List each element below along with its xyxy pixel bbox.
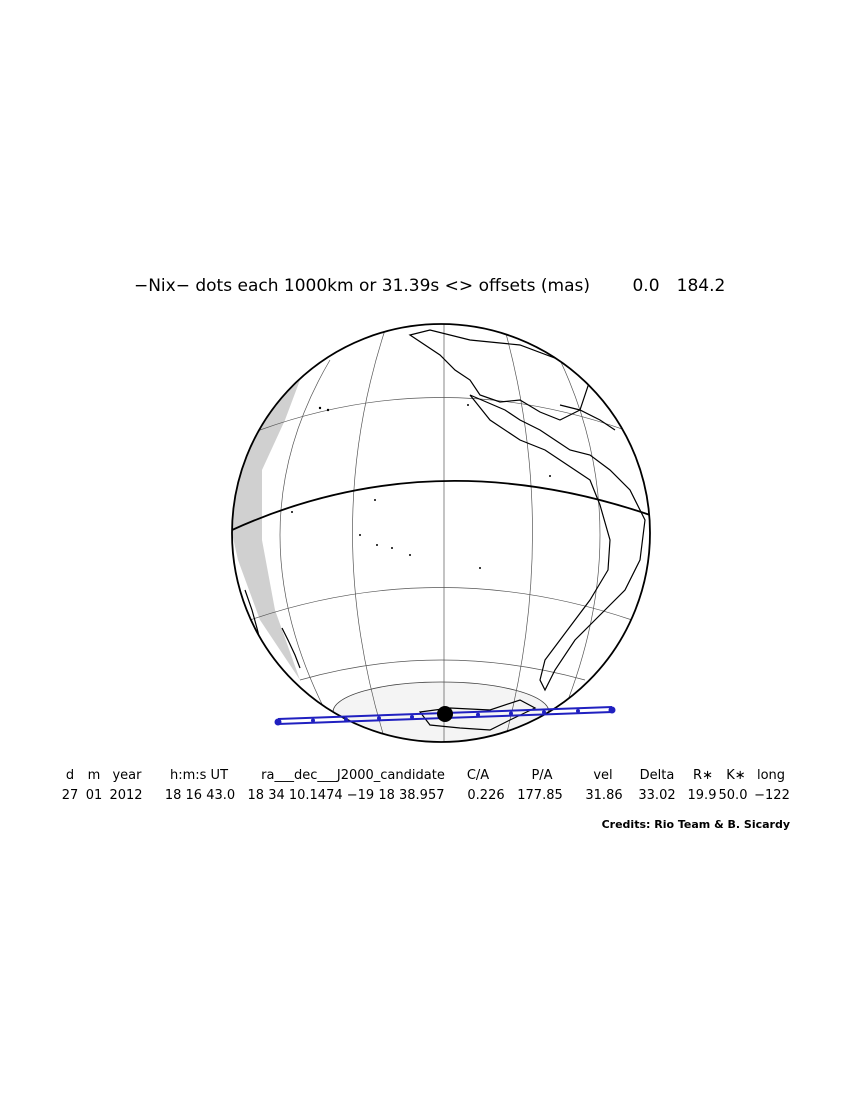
column-header: year — [112, 768, 142, 783]
column-header: m — [88, 768, 101, 783]
column-header: vel — [593, 768, 612, 783]
cell: 18 34 10.1474 −19 18 38.957 — [248, 788, 445, 803]
credits: Credits: Rio Team & B. Sicardy — [602, 818, 790, 831]
offset-y: 184.2 — [677, 276, 726, 296]
column-header: C/A — [467, 768, 489, 783]
cell: 0.226 — [467, 788, 504, 803]
cell: −122 — [754, 788, 790, 803]
offset-x: 0.0 — [632, 276, 659, 296]
cell: 18 16 43.0 — [165, 788, 235, 803]
column-header: long — [757, 768, 785, 783]
title: −Nix− dots each 1000km or 31.39s <> offs… — [134, 276, 590, 296]
shadow-path — [274, 706, 616, 726]
column-header: h:m:s UT — [170, 768, 228, 783]
column-header: K∗ — [726, 768, 745, 783]
column-header: d — [66, 768, 74, 783]
column-header: Delta — [640, 768, 675, 783]
cell: 27 — [62, 788, 79, 803]
cell: 50.0 — [719, 788, 748, 803]
column-header: ra___dec___J2000_candidate — [261, 768, 445, 783]
cell: 19.9 — [688, 788, 717, 803]
column-header: R∗ — [693, 768, 713, 783]
cell: 31.86 — [585, 788, 622, 803]
circumstances-table: d m year h:m:s UT ra___dec___J2000_candidate… — [62, 768, 790, 803]
cell: 2012 — [109, 788, 142, 803]
cell: 01 — [86, 788, 103, 803]
cell: 177.85 — [517, 788, 563, 803]
globe — [231, 323, 651, 743]
column-header: P/A — [531, 768, 552, 783]
cell: 33.02 — [638, 788, 675, 803]
